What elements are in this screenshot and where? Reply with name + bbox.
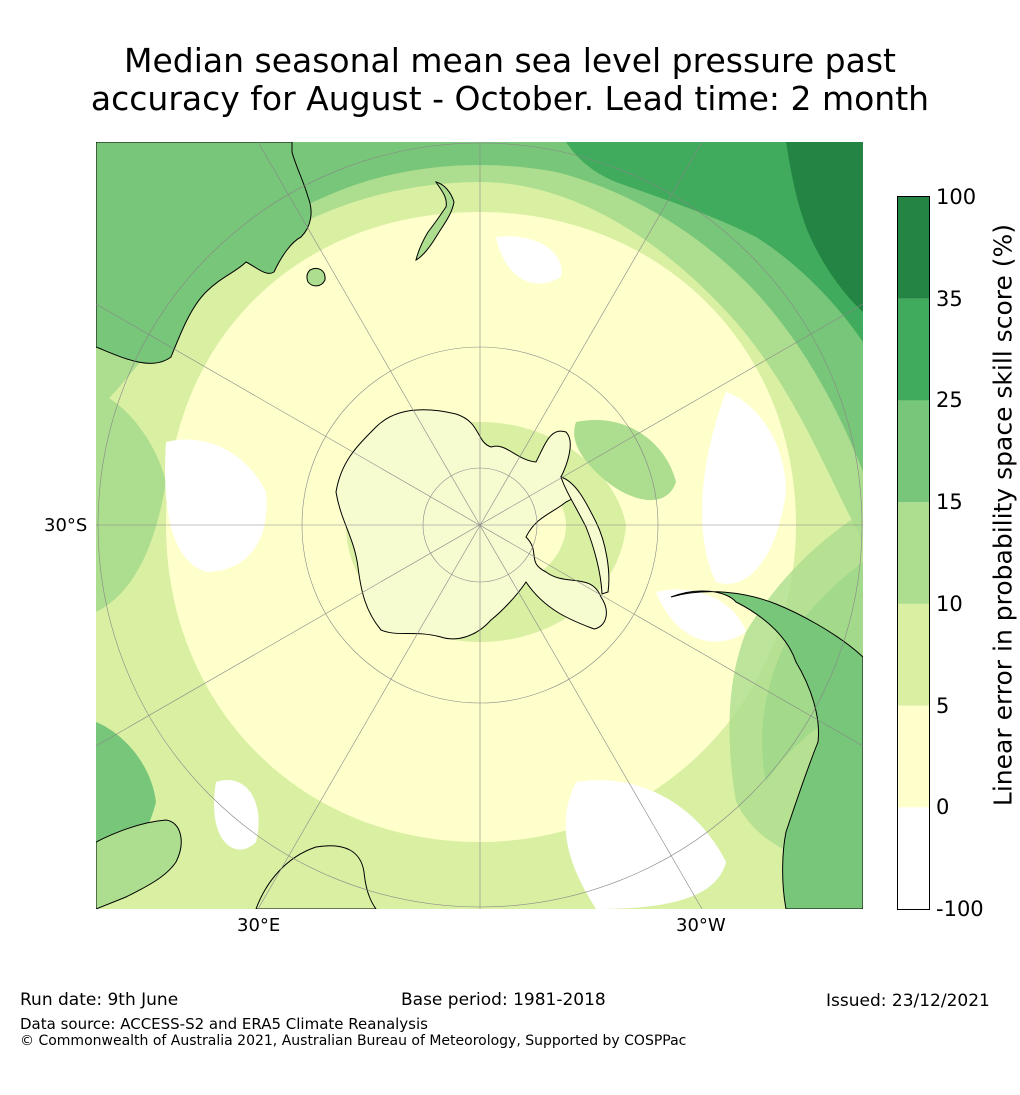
new-zealand-coastline	[415, 181, 455, 261]
run-date: Run date: 9th June	[20, 990, 179, 1010]
colorbar-label: Linear error in probability space skill …	[988, 223, 1018, 807]
skill-zone-west-band	[96, 392, 166, 612]
colorbar-bin	[898, 400, 929, 503]
skill-zone-negative-4	[565, 780, 726, 909]
skill-zone-weddell	[574, 420, 676, 501]
colorbar-bin	[898, 705, 929, 808]
colorbar-tick-label: 35	[936, 286, 963, 311]
colorbar-bin	[898, 197, 929, 299]
skill-zone-negative-2	[702, 392, 786, 584]
south-america-coastline	[670, 590, 863, 909]
chart-title-line-2: accuracy for August - October. Lead time…	[90, 79, 930, 118]
antarctica-coastline	[335, 409, 607, 640]
colorbar-tick-label: 5	[936, 693, 950, 718]
polar-map	[96, 142, 863, 909]
colorbar-tick-label: 25	[936, 388, 963, 413]
southern-africa-coastline	[255, 845, 377, 909]
base-period: Base period: 1981-2018	[401, 990, 606, 1010]
skill-zone-negative-1	[165, 439, 267, 572]
skill-zone-10-15	[96, 142, 863, 542]
colorbar-tick-label: 15	[936, 490, 963, 515]
tasmania-coastline	[306, 267, 326, 287]
skill-zone-35-100	[786, 142, 863, 312]
colorbar-tick-label: 0	[936, 795, 950, 820]
colorbar-bin	[898, 603, 929, 706]
lon-label-30e: 30°E	[237, 915, 281, 936]
graticule	[96, 142, 863, 909]
colorbar-frame	[897, 196, 930, 910]
colorbar-tick-label: 100	[936, 185, 977, 209]
colorbar-bin	[898, 502, 929, 604]
skill-zone-negative-7	[214, 780, 259, 850]
data-source: Data source: ACCESS-S2 and ERA5 Climate …	[20, 1015, 428, 1033]
colorbar-tick-label: 10	[936, 591, 963, 616]
africa-coastline	[96, 819, 182, 909]
colorbar-bin	[898, 807, 929, 909]
lat-label-30s: 30°S	[44, 515, 88, 536]
issued-date: Issued: 23/12/2021	[826, 991, 990, 1011]
copyright: © Commonwealth of Australia 2021, Austra…	[20, 1033, 687, 1049]
colorbar-bin	[898, 298, 929, 401]
skill-zone-negative-3	[496, 236, 562, 284]
australia-coastline	[96, 142, 312, 364]
colorbar	[897, 196, 930, 910]
skill-zone-negative-5	[656, 589, 746, 642]
colorbar-tick-label: -100	[936, 897, 984, 921]
skill-zone-25-35	[566, 142, 863, 342]
chart-title-line-1: Median seasonal mean sea level pressure …	[124, 41, 896, 80]
antarctic-peninsula	[560, 476, 610, 595]
lon-label-30w: 30°W	[676, 915, 726, 936]
